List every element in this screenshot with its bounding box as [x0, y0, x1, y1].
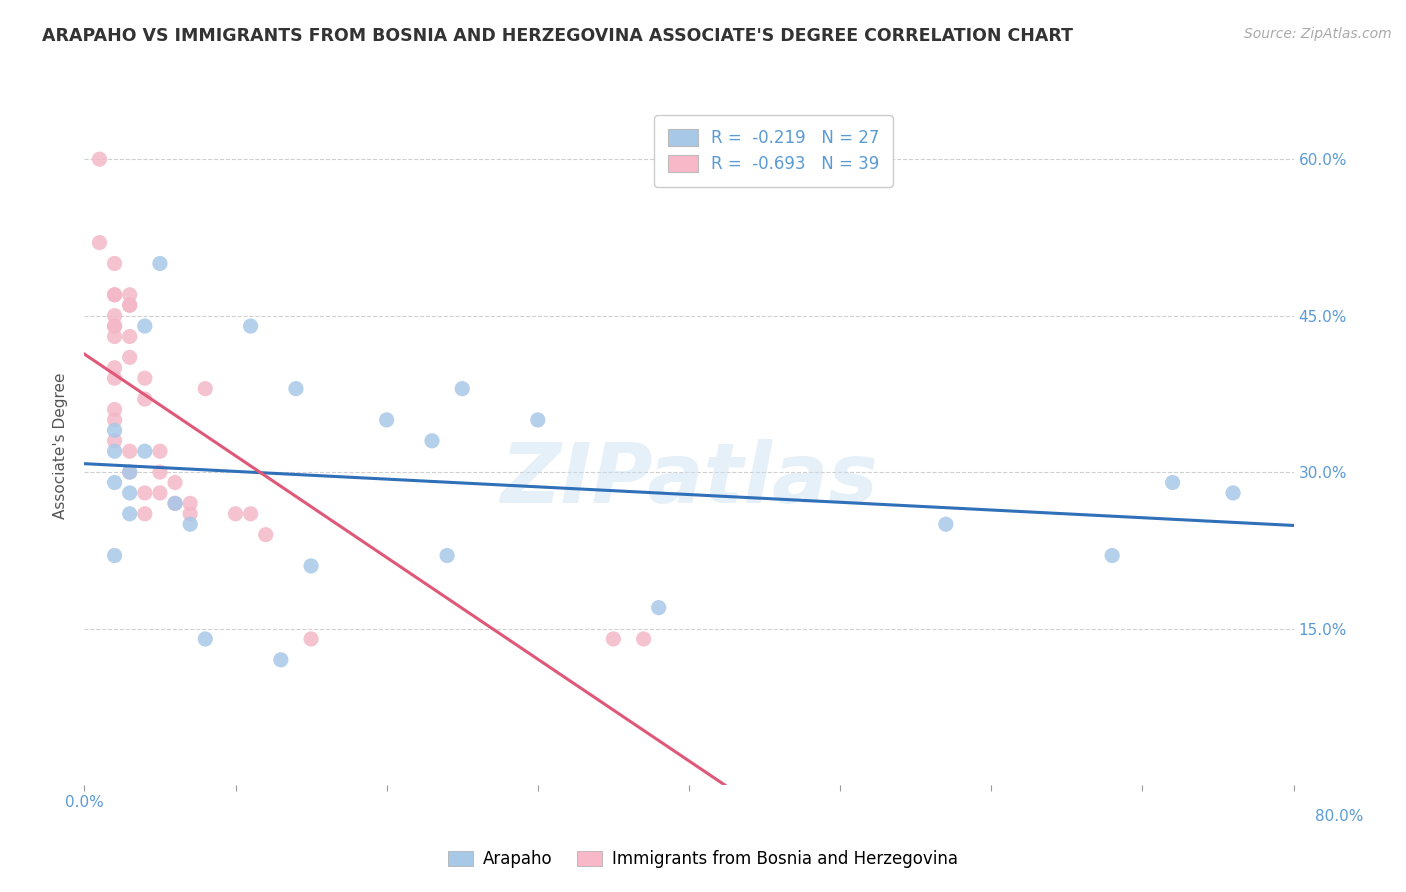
- Point: [134, 507, 156, 521]
- Point: [118, 351, 141, 365]
- Point: [149, 444, 172, 458]
- Point: [104, 287, 127, 301]
- Point: [134, 371, 156, 385]
- Point: [104, 444, 127, 458]
- Legend: Arapaho, Immigrants from Bosnia and Herzegovina: Arapaho, Immigrants from Bosnia and Herz…: [441, 844, 965, 875]
- Point: [239, 507, 262, 521]
- Point: [420, 434, 443, 448]
- Point: [104, 549, 127, 563]
- Text: ZIPatlas: ZIPatlas: [501, 440, 877, 520]
- Point: [118, 507, 141, 521]
- Legend: R =  -0.219   N = 27, R =  -0.693   N = 39: R = -0.219 N = 27, R = -0.693 N = 39: [654, 115, 893, 186]
- Point: [134, 486, 156, 500]
- Point: [149, 486, 172, 500]
- Point: [149, 256, 172, 270]
- Point: [104, 309, 127, 323]
- Point: [194, 382, 217, 396]
- Point: [104, 319, 127, 334]
- Point: [527, 413, 550, 427]
- Point: [225, 507, 247, 521]
- Point: [149, 465, 172, 479]
- Point: [602, 632, 624, 646]
- Point: [285, 382, 308, 396]
- Point: [179, 496, 201, 510]
- Point: [254, 527, 277, 541]
- Point: [375, 413, 398, 427]
- Point: [633, 632, 655, 646]
- Point: [118, 298, 141, 312]
- Point: [299, 632, 322, 646]
- Point: [239, 319, 262, 334]
- Point: [89, 152, 111, 166]
- Point: [299, 558, 322, 573]
- Point: [118, 298, 141, 312]
- Point: [104, 371, 127, 385]
- Y-axis label: Associate's Degree: Associate's Degree: [53, 373, 69, 519]
- Point: [1222, 486, 1244, 500]
- Point: [935, 517, 957, 532]
- Point: [165, 475, 187, 490]
- Point: [270, 653, 292, 667]
- Point: [104, 360, 127, 375]
- Point: [118, 465, 141, 479]
- Point: [118, 444, 141, 458]
- Point: [104, 475, 127, 490]
- Point: [134, 319, 156, 334]
- Point: [118, 287, 141, 301]
- Text: ARAPAHO VS IMMIGRANTS FROM BOSNIA AND HERZEGOVINA ASSOCIATE'S DEGREE CORRELATION: ARAPAHO VS IMMIGRANTS FROM BOSNIA AND HE…: [42, 27, 1073, 45]
- Point: [104, 413, 127, 427]
- Point: [104, 423, 127, 437]
- Point: [118, 465, 141, 479]
- Point: [179, 517, 201, 532]
- Point: [436, 549, 458, 563]
- Point: [104, 434, 127, 448]
- Point: [104, 319, 127, 334]
- Point: [1101, 549, 1123, 563]
- Point: [165, 496, 187, 510]
- Point: [104, 256, 127, 270]
- Point: [104, 287, 127, 301]
- Point: [134, 392, 156, 406]
- Point: [194, 632, 217, 646]
- Point: [118, 329, 141, 343]
- Point: [1161, 475, 1184, 490]
- Point: [451, 382, 474, 396]
- Text: 80.0%: 80.0%: [1315, 809, 1362, 823]
- Point: [179, 507, 201, 521]
- Point: [165, 496, 187, 510]
- Point: [118, 486, 141, 500]
- Point: [89, 235, 111, 250]
- Point: [648, 600, 671, 615]
- Point: [134, 444, 156, 458]
- Point: [104, 402, 127, 417]
- Text: Source: ZipAtlas.com: Source: ZipAtlas.com: [1244, 27, 1392, 41]
- Point: [104, 329, 127, 343]
